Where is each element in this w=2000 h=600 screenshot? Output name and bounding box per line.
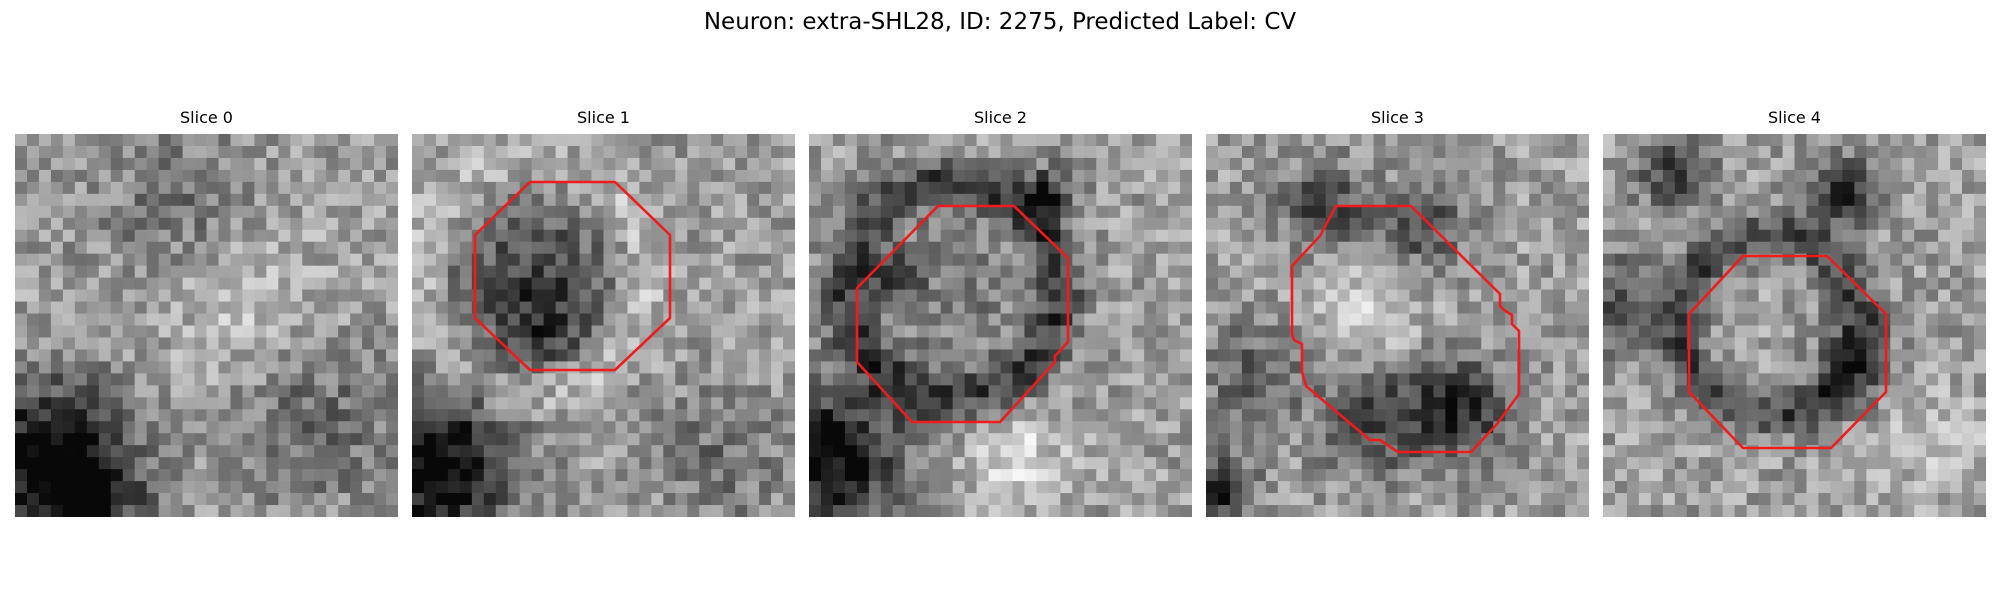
slice-title: Slice 1 bbox=[577, 108, 630, 127]
slice-image bbox=[15, 134, 398, 517]
slice-image bbox=[809, 134, 1192, 517]
slice-title: Slice 4 bbox=[1768, 108, 1821, 127]
slice-image bbox=[412, 134, 795, 517]
slice-image bbox=[1603, 134, 1986, 517]
slice-panel-1: Slice 1 bbox=[412, 108, 795, 517]
slice-panel-4: Slice 4 bbox=[1603, 108, 1986, 517]
segmentation-contour bbox=[473, 180, 672, 372]
slice-image bbox=[1206, 134, 1589, 517]
slice-panel-3: Slice 3 bbox=[1206, 108, 1589, 517]
slice-panel-0: Slice 0 bbox=[15, 108, 398, 517]
slice-title: Slice 2 bbox=[974, 108, 1027, 127]
segmentation-contour bbox=[1687, 254, 1888, 450]
slice-title: Slice 0 bbox=[180, 108, 233, 127]
slice-title: Slice 3 bbox=[1371, 108, 1424, 127]
segmentation-contour bbox=[855, 204, 1070, 424]
slice-panel-2: Slice 2 bbox=[809, 108, 1192, 517]
figure-title: Neuron: extra-SHL28, ID: 2275, Predicted… bbox=[703, 9, 1297, 35]
segmentation-contour bbox=[1290, 204, 1521, 454]
